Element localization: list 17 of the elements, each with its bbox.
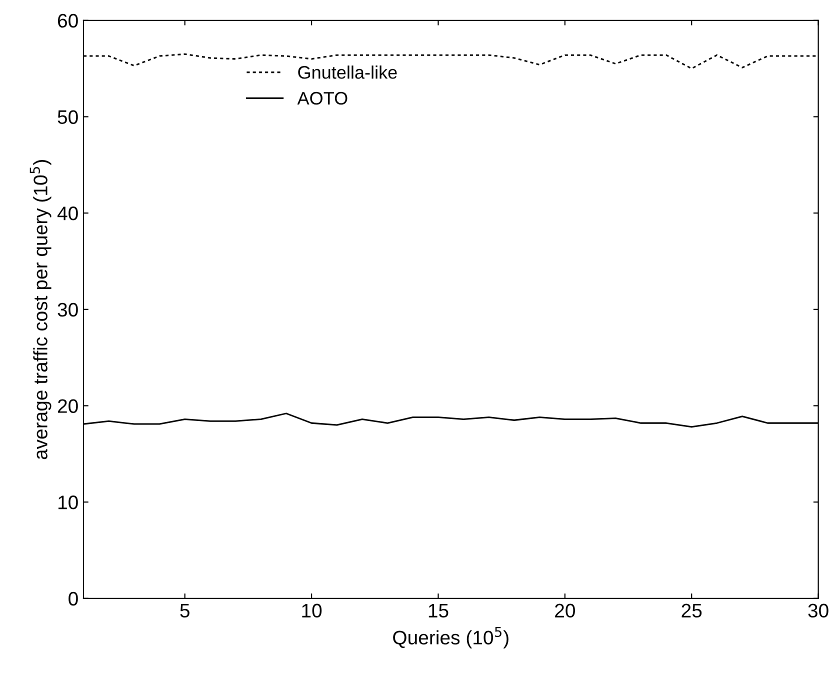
x-tick-label: 10 — [302, 604, 322, 618]
y-tick-label: 20 — [58, 399, 78, 413]
x-tick-label: 20 — [555, 604, 575, 618]
y-tick-label: 60 — [58, 14, 78, 28]
y-tick-label: 50 — [58, 110, 78, 124]
x-tick-label: 15 — [428, 604, 448, 618]
y-axis-title: average traffic cost per query (10$^{5}$) — [30, 160, 52, 460]
x-tick-label: 25 — [682, 604, 702, 618]
y-tick-label: 30 — [58, 302, 78, 317]
legend-label: AOTO — [297, 92, 348, 105]
legend-label: Gnutella-like — [298, 66, 397, 79]
y-tick-label: 40 — [57, 206, 78, 220]
y-tick-label: 0 — [68, 592, 78, 606]
x-axis-title: Queries (10$^{5}$) — [393, 626, 508, 648]
x-tick-label: 30 — [808, 604, 828, 618]
y-tick-label: 10 — [58, 496, 78, 510]
x-tick-label: 5 — [180, 604, 190, 618]
